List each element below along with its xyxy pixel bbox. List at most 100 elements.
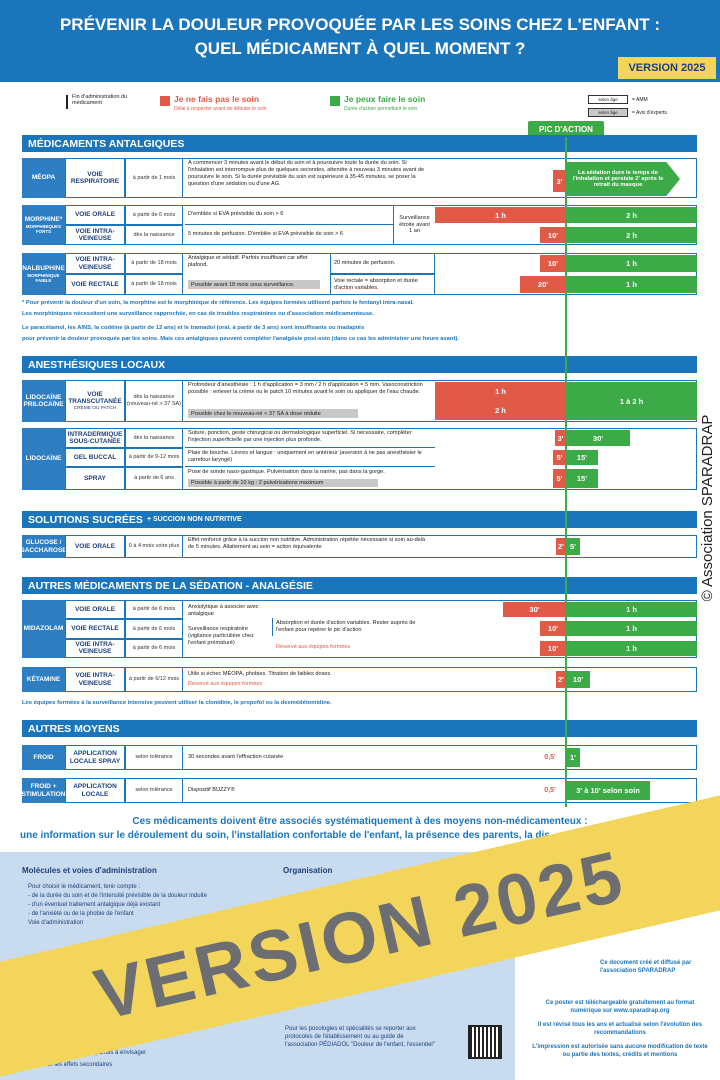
section-bar: AUTRES MÉDICAMENTS DE LA SÉDATION - ANAL… bbox=[22, 577, 697, 594]
delay-bar: 2 h bbox=[435, 401, 566, 420]
qr bbox=[468, 1025, 502, 1059]
route: VOIE INTRA-VEINEUSE bbox=[65, 253, 125, 274]
info-text: Pour les posologies et spécialités se re… bbox=[285, 1026, 435, 1048]
route: VOIE RESPIRATOIRE bbox=[65, 158, 125, 198]
age: 0 à 4 mois voire plus bbox=[125, 535, 183, 558]
route: VOIE ORALE bbox=[65, 535, 125, 558]
delay-bar: 3' bbox=[555, 430, 566, 446]
delay-text: 0,5' bbox=[544, 754, 556, 761]
route-note: 20 minutes de perfusion. bbox=[330, 253, 435, 274]
restriction-red: Réservé aux équipes formées bbox=[276, 644, 351, 650]
drug-name-text: MORPHINE* bbox=[24, 216, 63, 224]
delay-bar: 1 h bbox=[435, 207, 566, 223]
info-text: - d'un éventuel traitement antalgique dé… bbox=[28, 902, 161, 908]
section-bar: ANESTHÉSIQUES LOCAUX bbox=[22, 356, 697, 373]
delay-text: 0,5' bbox=[544, 787, 556, 794]
legend-no-sub: Délai à respecter avant de débuter le so… bbox=[174, 106, 267, 112]
route: VOIE RECTALE bbox=[65, 619, 125, 639]
legend-experts: = Avis d'experts bbox=[632, 109, 667, 116]
drug-name-text: MIDAZOLAM bbox=[23, 625, 64, 633]
drug-name-text: FROID bbox=[33, 753, 54, 761]
duration-bar: 2 h bbox=[566, 227, 697, 243]
drug-name: MÉOPA bbox=[22, 158, 65, 198]
age: à partir de 9-12 mois bbox=[125, 448, 183, 467]
drug-name: MORPHINE* MORPHINIQUES FORTS bbox=[22, 205, 65, 245]
footer-line: Ces médicaments doivent être associés sy… bbox=[132, 815, 588, 827]
description: Utile si échec MÉOPA, phobies. Titration… bbox=[188, 671, 332, 677]
title-line: PRÉVENIR LA DOULEUR PROVOQUÉE PAR LES SO… bbox=[59, 15, 661, 34]
drug-name: LIDOCAÏNE bbox=[22, 428, 65, 490]
drug-name-text: KÉTAMINE bbox=[26, 675, 61, 683]
restriction: Possible chez le nouveau-né < 37 SA à do… bbox=[188, 409, 358, 418]
duration-bar: 1 h bbox=[566, 276, 697, 293]
legend-swatch bbox=[330, 96, 340, 106]
duration-arrow: La sédation dure le temps de l'inhalatio… bbox=[566, 162, 680, 196]
drug-class: MORPHINIQUE FAIBLE bbox=[27, 272, 60, 283]
info-text: Voie d'administration bbox=[28, 920, 84, 926]
section-bar: MÉDICAMENTS ANTALGIQUES bbox=[22, 135, 697, 152]
duration-bar: 1 h bbox=[566, 621, 697, 637]
title-line: QUEL MÉDICAMENT À QUEL MOMENT ? bbox=[194, 39, 526, 58]
restriction: Possible à partir de 10 kg : 2 pulvérisa… bbox=[188, 479, 378, 487]
peak-label: PIC D'ACTION bbox=[528, 121, 604, 137]
drug-name: MIDAZOLAM bbox=[22, 600, 65, 658]
restriction-red: Réservé aux équipes formées bbox=[188, 681, 263, 687]
legend-yes-sub: Durée d'action permettant le soin bbox=[344, 106, 418, 112]
legend-end: Fin d'administration du médicament bbox=[72, 94, 128, 106]
description: Effet renforcé grâce à la succion non nu… bbox=[188, 537, 426, 550]
delay-bar: 10' bbox=[540, 640, 566, 656]
duration-bar: 15' bbox=[566, 469, 598, 488]
route-note: Voie rectale = absorption et durée d'act… bbox=[330, 274, 435, 295]
route: INTRADERMIQUE SOUS-CUTANÉE bbox=[65, 428, 125, 448]
restriction: Possible avant 18 mois sous surveillance… bbox=[188, 280, 320, 289]
info-text: et surveiller les effets secondaires bbox=[22, 1062, 113, 1068]
age: à partir de 6 mois bbox=[125, 205, 183, 225]
delay-bar: 10' bbox=[540, 255, 566, 272]
legend-yes: Je peux faire le soin bbox=[344, 94, 426, 104]
info-text: Pour choisir le médicament, tenir compte… bbox=[28, 884, 141, 890]
delay-bar: 2' bbox=[556, 671, 566, 688]
age: dès la naissance (nouveau-né > 37 SA) bbox=[125, 380, 183, 422]
duration-bar: 1 h bbox=[566, 255, 697, 272]
route: VOIE INTRA-VEINEUSE bbox=[65, 638, 125, 658]
drug-name-text: GLUCOSE / SACCHAROSE bbox=[20, 539, 67, 554]
route-form: CRÈME OU PATCH bbox=[73, 405, 117, 411]
drug-name: FROID + STIMULATION bbox=[22, 778, 65, 803]
route: VOIE ORALE bbox=[65, 600, 125, 620]
age: dès la naissance bbox=[125, 428, 183, 448]
age: à partir de 6 mois bbox=[125, 600, 183, 620]
description: 30 secondes avant l'effraction cutanée bbox=[188, 754, 284, 760]
version-tag: VERSION 2025 bbox=[618, 57, 716, 79]
drug-class: MORPHINIQUES FORTS bbox=[25, 223, 62, 234]
peak-line bbox=[565, 137, 567, 807]
description: Pose de sonde naso-gastrique. Pulvérisat… bbox=[185, 467, 435, 490]
duration-bar: 10' bbox=[566, 671, 590, 688]
route: VOIE TRANSCUTANÉE CRÈME OU PATCH bbox=[65, 380, 125, 422]
delay-bar: 2' bbox=[556, 538, 566, 555]
duration-bar: 1' bbox=[566, 748, 580, 767]
header-band bbox=[0, 0, 720, 82]
delay-bar: 1 h bbox=[435, 382, 566, 401]
description: À commencer 3 minutes avant le début du … bbox=[188, 160, 425, 187]
credit: Ce document créé et diffusé par l'associ… bbox=[600, 960, 692, 974]
age: à partir de 6 ans bbox=[125, 467, 183, 490]
section-bar: AUTRES MOYENS bbox=[22, 720, 697, 737]
note: * Pour prévenir la douleur d'un soin, la… bbox=[22, 300, 414, 306]
duration-bar: 1 à 2 h bbox=[566, 382, 697, 420]
delay-bar: 30' bbox=[503, 602, 566, 617]
drug-name-text: NALBUPHINE bbox=[22, 265, 65, 273]
drug-name: NALBUPHINE MORPHINIQUE FAIBLE bbox=[22, 253, 65, 295]
drug-name: LIDOCAÏNE PRILOCAÏNE bbox=[22, 380, 65, 422]
description: Antalgique et sédatif. Parfois insuffisa… bbox=[188, 255, 308, 268]
drug-name: GLUCOSE / SACCHAROSE bbox=[20, 535, 67, 558]
description: D'emblée si EVA prévisible du soin > 6 bbox=[185, 205, 393, 225]
description: Surveillance respiratoire (vigilance par… bbox=[188, 626, 254, 646]
delay-bar: 10' bbox=[540, 621, 566, 637]
description: Anxiolytique à associer avec antalgique bbox=[188, 604, 259, 617]
delay-bar: 20' bbox=[520, 276, 566, 293]
description: Absorption et durée d'action variables. … bbox=[272, 618, 435, 636]
note: Les morphiniques nécessitent une surveil… bbox=[22, 311, 374, 317]
watch-note: Surveillance étroite avant 1 an bbox=[393, 205, 435, 245]
